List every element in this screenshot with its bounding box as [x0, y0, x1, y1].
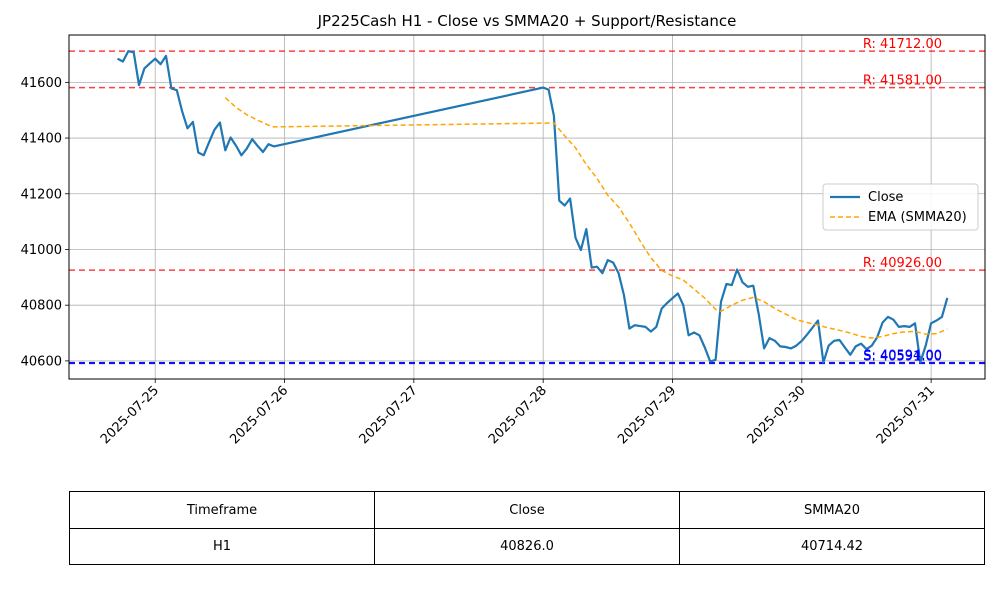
level-lines	[69, 50, 985, 365]
support-label: S: 40591.00	[863, 349, 942, 364]
x-tick-label: 2025-07-27	[357, 383, 421, 447]
level-labels: R: 41712.00 R: 41581.00 R: 40926.00 S: 4059…	[863, 37, 942, 364]
resistance-label: R: 41712.00	[863, 37, 942, 52]
y-tick-label: 41600	[21, 76, 62, 91]
legend-label-smma: EMA (SMMA20)	[868, 210, 967, 225]
resistance-label: R: 41581.00	[863, 74, 942, 89]
table-header-row: Timeframe Close SMMA20	[69, 491, 985, 529]
resistance-label: R: 40926.00	[863, 256, 942, 271]
y-tick-label: 40800	[21, 299, 62, 314]
y-tick-label: 41400	[21, 132, 62, 147]
chart-title: JP225Cash H1 - Close vs SMMA20 + Support…	[317, 12, 737, 30]
x-tick-label: 2025-07-25	[98, 383, 162, 447]
smma20-line	[224, 97, 948, 339]
table-row: H1 40826.0 40714.42	[69, 528, 985, 565]
y-axis: 40600 40800 41000 41200 41400 41600	[21, 76, 69, 369]
x-tick-label: 2025-07-26	[227, 383, 291, 447]
y-tick-label: 41200	[21, 187, 62, 202]
table-header-cell: Close	[374, 491, 680, 529]
x-tick-label: 2025-07-29	[615, 383, 679, 447]
x-tick-label: 2025-07-28	[486, 383, 550, 447]
series-layer	[116, 50, 949, 364]
table-cell-close: 40826.0	[374, 528, 680, 565]
legend: Close EMA (SMMA20)	[822, 183, 979, 231]
legend-box	[822, 183, 979, 231]
table-cell-timeframe: H1	[69, 528, 375, 565]
legend-label-close: Close	[868, 190, 903, 205]
table-cell-smma20: 40714.42	[679, 528, 985, 565]
table-header-cell: Timeframe	[69, 491, 375, 529]
summary-table: Timeframe Close SMMA20 H1 40826.0 40714.…	[69, 491, 985, 565]
x-tick-label: 2025-07-31	[874, 383, 938, 447]
y-tick-label: 41000	[21, 243, 62, 258]
y-tick-label: 40600	[21, 354, 62, 369]
x-tick-label: 2025-07-30	[745, 383, 809, 447]
table-header-cell: SMMA20	[679, 491, 985, 529]
support-label: S: 40594.00	[863, 349, 942, 364]
x-axis: 2025-07-25 2025-07-26 2025-07-27 2025-07-28…	[98, 379, 938, 447]
close-price-line	[116, 50, 949, 364]
plot-frame	[68, 34, 986, 380]
